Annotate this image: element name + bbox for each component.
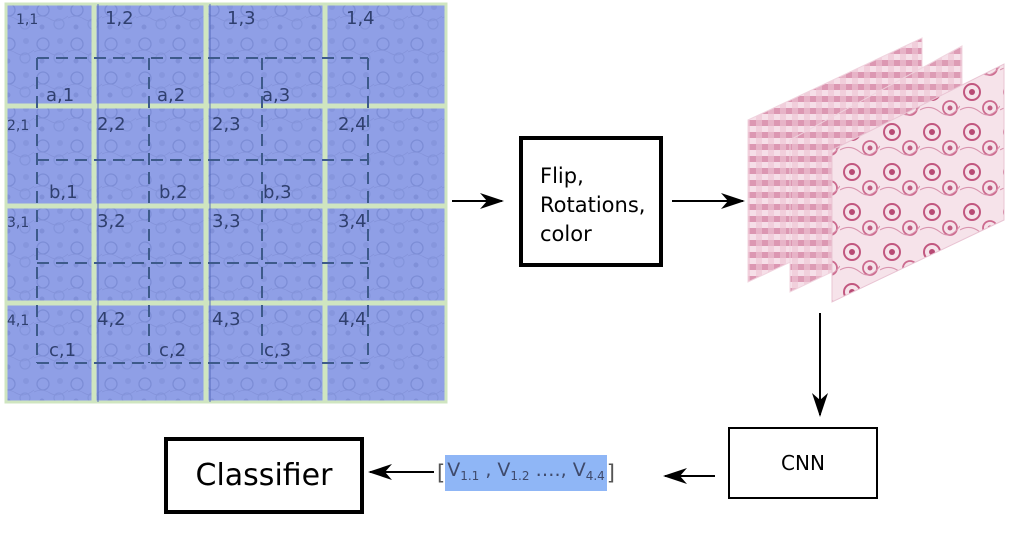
patch-3 xyxy=(831,63,1005,303)
vector-v1-sub: 1.1 xyxy=(460,469,480,483)
vector-v3-sub: 4.4 xyxy=(585,469,605,483)
augmented-patch-stack xyxy=(747,37,1005,303)
vector-sep: , xyxy=(479,459,498,481)
tiled-histology-image: 1,1 1,2 1,3 1,4 2,1 2,2 2,3 2,4 3,1 3,2 3,3 3,4 4,1 4… xyxy=(4,2,448,404)
tile-label-outer: 4,1 xyxy=(7,313,29,329)
tile-label-outer: 4,2 xyxy=(97,309,126,330)
tile-label-outer: 2,1 xyxy=(7,118,29,134)
tile-label-inner: b,2 xyxy=(159,182,188,203)
tile-label-inner: a,2 xyxy=(157,85,185,106)
tile-label-outer: 1,2 xyxy=(105,8,134,29)
tile-label-outer: 1,4 xyxy=(346,8,375,29)
tile-label-inner: b,3 xyxy=(263,182,292,203)
tile-label-outer: 3,2 xyxy=(97,211,126,232)
augmentation-line-1: Flip, xyxy=(540,164,584,188)
cnn-label: CNN xyxy=(781,451,825,475)
vector-highlight: V1.1 , V1.2 …., V4.4 xyxy=(445,455,607,491)
vector-close-bracket: ] xyxy=(606,461,615,485)
tile-label-inner: c,1 xyxy=(49,340,76,361)
tile-label-inner: c,2 xyxy=(159,340,186,361)
grid-border xyxy=(4,2,448,404)
tile-label-outer: 3,4 xyxy=(338,211,367,232)
augmentation-box: Flip, Rotations, color xyxy=(519,136,663,267)
tile-label-outer: 1,1 xyxy=(16,12,38,28)
cnn-box: CNN xyxy=(728,427,878,499)
vector-v3: V xyxy=(572,459,586,481)
tile-labels: 1,1 1,2 1,3 1,4 2,1 2,2 2,3 2,4 3,1 3,2 3,3 3,4 4,1 4… xyxy=(7,8,375,361)
tile-label-outer: 2,4 xyxy=(338,114,367,135)
classifier-label: Classifier xyxy=(195,458,333,493)
grid-texture xyxy=(6,4,446,402)
vector-open-bracket: [ xyxy=(437,461,446,485)
augmentation-line-2: Rotations, xyxy=(540,193,646,217)
augmentation-line-3: color xyxy=(540,222,592,246)
tile-label-inner: a,3 xyxy=(262,85,290,106)
vector-v2: V xyxy=(497,459,511,481)
grid-lines xyxy=(4,2,448,404)
tile-label-outer: 4,4 xyxy=(338,309,367,330)
tile-label-outer: 1,3 xyxy=(227,8,256,29)
tile-label-outer: 2,3 xyxy=(212,114,241,135)
tile-label-outer: 2,2 xyxy=(97,114,126,135)
tile-label-outer: 4,3 xyxy=(212,309,241,330)
tile-label-inner: a,1 xyxy=(46,85,74,106)
classifier-box: Classifier xyxy=(164,437,364,514)
tile-label-outer: 3,1 xyxy=(7,215,29,231)
tile-label-inner: c,3 xyxy=(264,340,291,361)
overlap-dashed-lines xyxy=(36,57,369,364)
tile-label-outer: 3,3 xyxy=(212,211,241,232)
vector-v2-sub: 1.2 xyxy=(510,469,530,483)
vector-ellipsis: …., xyxy=(529,459,573,481)
feature-vector: [ V1.1 , V1.2 …., V4.4 ] xyxy=(437,455,615,491)
vector-v1: V xyxy=(447,459,461,481)
tile-label-inner: b,1 xyxy=(49,182,78,203)
